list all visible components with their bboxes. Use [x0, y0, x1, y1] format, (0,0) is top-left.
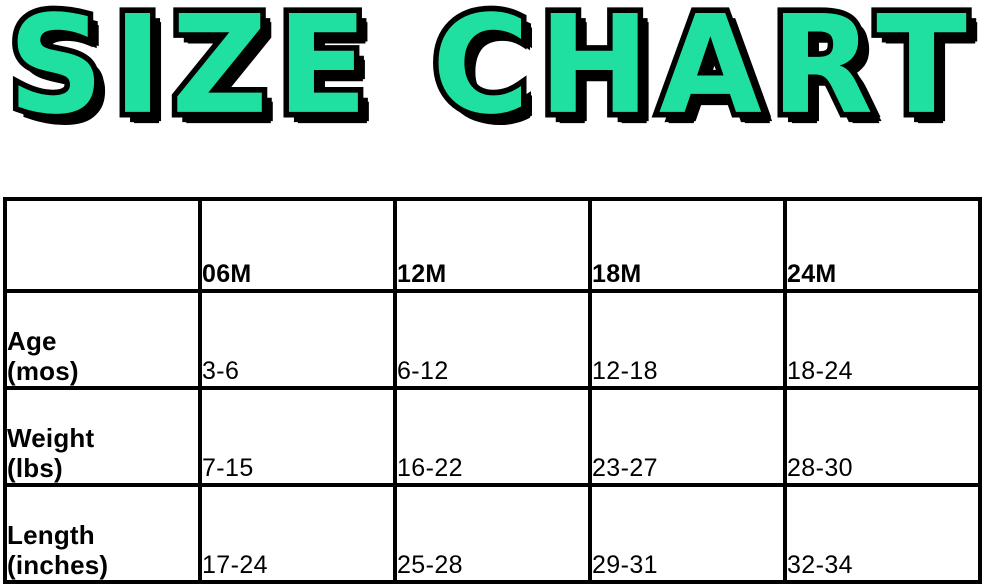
cell-weight-24m: 28-30 — [783, 386, 982, 487]
cell-length-06m: 17-24 — [198, 483, 397, 584]
table-row-weight: Weight (lbs) 7-15 16-22 23-27 28-30 — [3, 386, 982, 487]
cell-length-18m: 29-31 — [588, 483, 787, 584]
column-header-18m: 18M — [588, 197, 787, 293]
row-label-weight-line2: (lbs) — [7, 453, 63, 483]
row-label-weight: Weight (lbs) — [3, 386, 202, 487]
column-header-06m: 06M — [198, 197, 397, 293]
cell-age-24m: 18-24 — [783, 289, 982, 390]
page-title: SIZE CHART — [3, 0, 976, 148]
title-block: SIZE CHART — [0, 0, 984, 150]
row-label-weight-line1: Weight — [7, 423, 95, 453]
cell-weight-12m: 16-22 — [393, 386, 592, 487]
size-chart-table: 06M 12M 18M 24M Age (mos) 3-6 6-12 12-18… — [3, 197, 982, 584]
cell-length-24m: 32-34 — [783, 483, 982, 584]
cell-weight-06m: 7-15 — [198, 386, 397, 487]
table-row-length: Length (inches) 17-24 25-28 29-31 32-34 — [3, 483, 982, 584]
row-label-age: Age (mos) — [3, 289, 202, 390]
table-corner-cell — [3, 197, 202, 293]
cell-age-18m: 12-18 — [588, 289, 787, 390]
column-header-24m: 24M — [783, 197, 982, 293]
row-label-length-line2: (inches) — [7, 550, 109, 580]
table-row-age: Age (mos) 3-6 6-12 12-18 18-24 — [3, 289, 982, 390]
cell-age-12m: 6-12 — [393, 289, 592, 390]
cell-weight-18m: 23-27 — [588, 386, 787, 487]
row-label-age-line2: (mos) — [7, 356, 79, 386]
table-header-row: 06M 12M 18M 24M — [3, 197, 982, 293]
row-label-age-line1: Age — [7, 326, 57, 356]
cell-length-12m: 25-28 — [393, 483, 592, 584]
cell-age-06m: 3-6 — [198, 289, 397, 390]
row-label-length-line1: Length — [7, 520, 95, 550]
row-label-length: Length (inches) — [3, 483, 202, 584]
column-header-12m: 12M — [393, 197, 592, 293]
